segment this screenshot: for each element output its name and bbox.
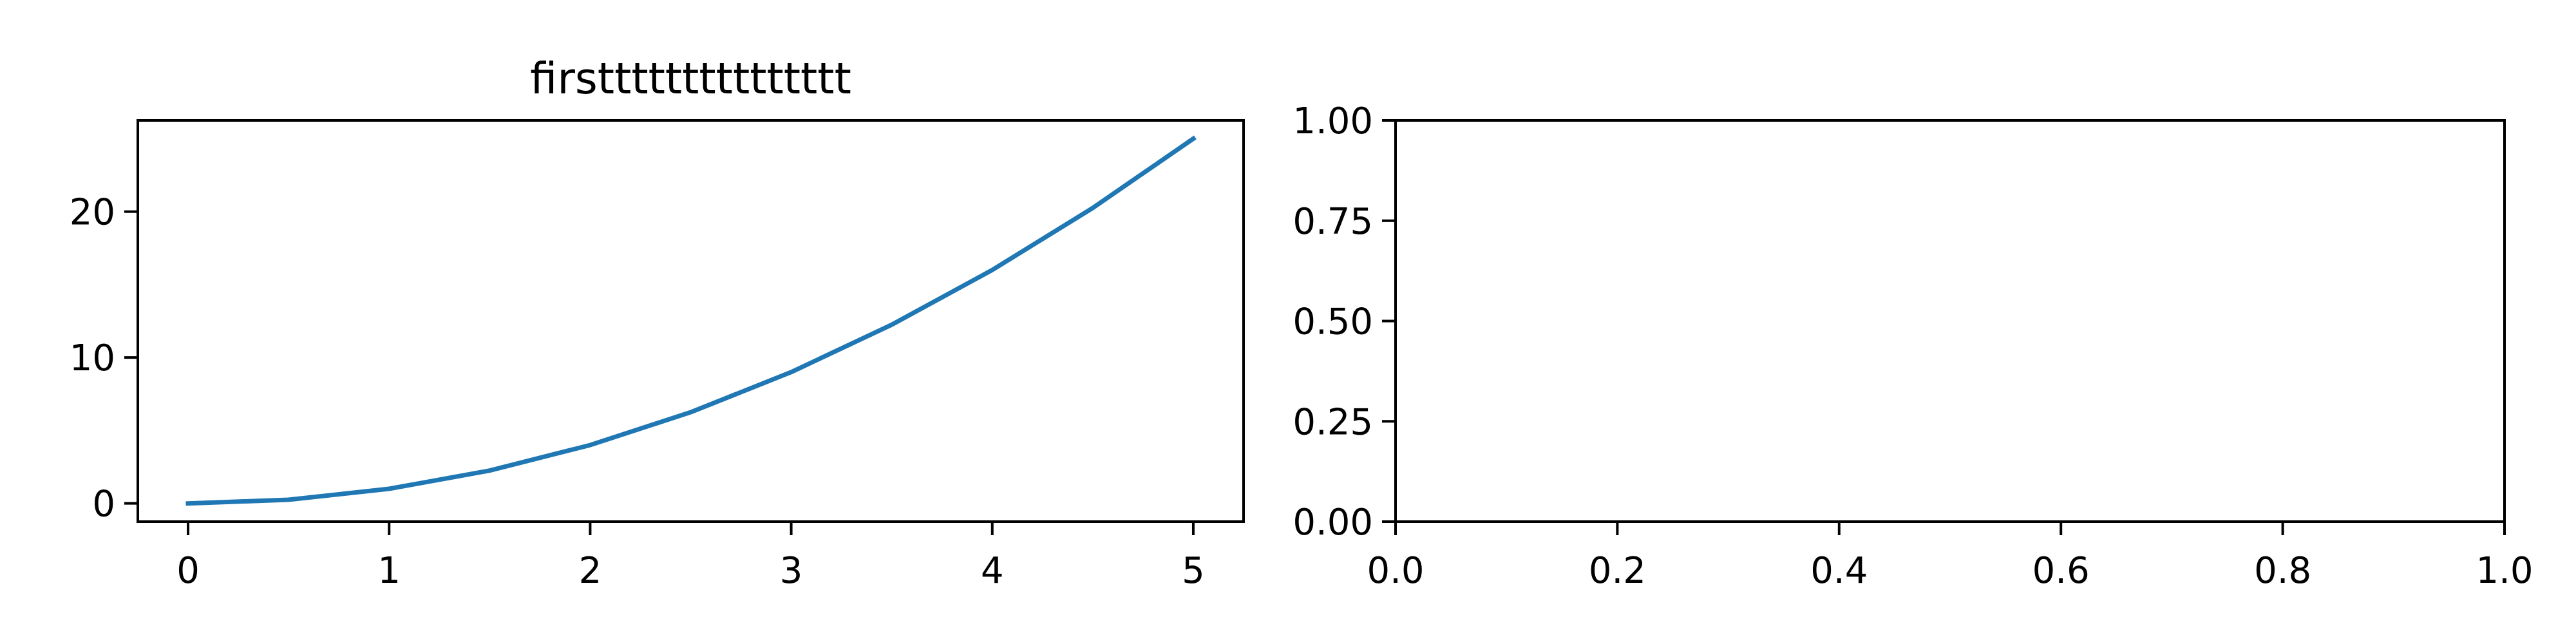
left-y-tick-label: 20	[70, 192, 115, 234]
left-series-line-0	[185, 135, 1197, 506]
right-y-tick-label: 0.00	[1293, 502, 1373, 544]
right-x-tick-label: 0.8	[2254, 550, 2311, 592]
left-x-tick-label: 1	[377, 550, 401, 592]
left-subplot-title: firsttttttttttttttt	[530, 53, 851, 104]
left-y-tick-label: 0	[92, 484, 115, 526]
right-x-tick-label: 0.2	[1589, 550, 1646, 592]
right-x-tick-label: 0.4	[1810, 550, 1868, 592]
right-y-tick-label: 0.25	[1293, 401, 1373, 443]
left-x-tick-label: 0	[176, 550, 200, 592]
left-x-tick-label: 3	[780, 550, 803, 592]
right-y-tick-label: 0.50	[1293, 301, 1373, 343]
right-x-tick-label: 0.0	[1367, 550, 1424, 592]
right-y-tick-label: 0.75	[1293, 201, 1373, 243]
right-x-tick-label: 1.0	[2476, 550, 2533, 592]
right-x-tick-label: 0.6	[2032, 550, 2090, 592]
left-y-tick-label: 10	[70, 337, 115, 379]
right-y-tick-label: 1.00	[1293, 100, 1373, 142]
left-axes-frame	[137, 119, 1245, 523]
left-subplot: 0 1 2 3 4 5 0 10 20 firsttttttttttttttt	[70, 53, 1245, 592]
left-x-tick-label: 4	[981, 550, 1004, 592]
right-subplot: 0.0 0.2 0.4 0.6 0.8 1.0 0.00 0.25 0.50 0.75 1.00	[1293, 100, 2533, 592]
left-x-tick-label: 2	[579, 550, 602, 592]
left-x-tick-label: 5	[1182, 550, 1205, 592]
